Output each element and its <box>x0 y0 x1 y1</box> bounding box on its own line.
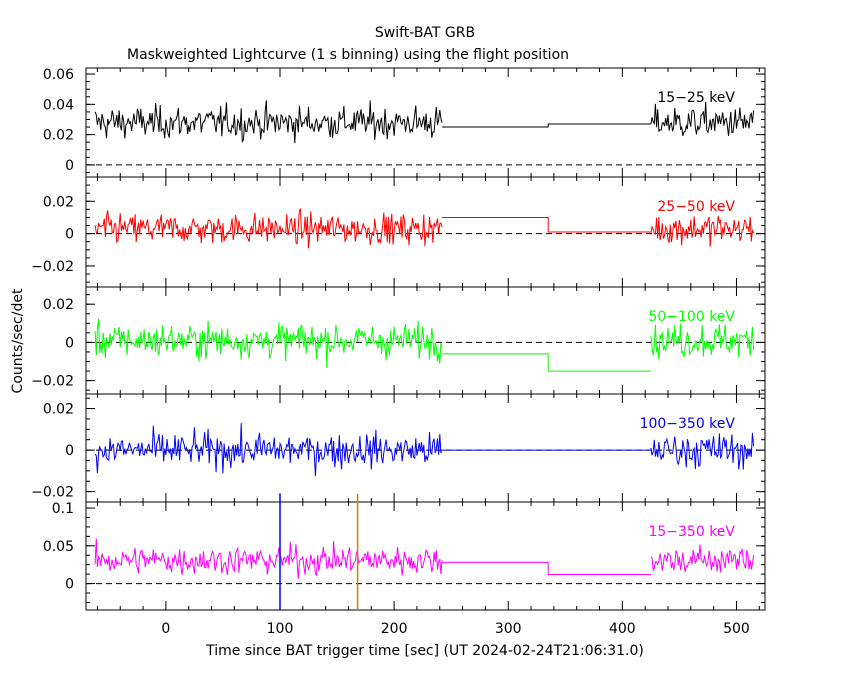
lightcurve-segment-early <box>94 208 443 249</box>
x-tick-label: 200 <box>381 621 408 637</box>
band-label: 15−350 keV <box>648 524 735 540</box>
x-tick-labels: 0 100 200 300 400 500 <box>161 621 749 637</box>
gap-step-line <box>442 123 651 128</box>
lightcurve-segment-late <box>650 101 755 137</box>
x-tick-label: 0 <box>161 621 170 637</box>
y-tick-label: 0 <box>65 227 74 243</box>
y-tick-label: −0.02 <box>31 259 74 275</box>
panel-100-350-kev: −0.02 0 0.02 100−350 keV <box>31 393 766 503</box>
band-label: 15−25 keV <box>657 90 735 106</box>
gap-step-line <box>442 216 651 233</box>
panels-layer: 0 0.02 0.04 0.06 15−25 keV −0.02 0 0.02 25−50 ke… <box>31 67 766 611</box>
x-tick-label: 500 <box>723 621 750 637</box>
band-label: 50−100 keV <box>648 309 735 325</box>
band-label: 25−50 keV <box>657 199 735 215</box>
lightcurve-segment-late <box>650 432 755 470</box>
x-axis-label: Time since BAT trigger time [sec] (UT 20… <box>205 643 644 659</box>
lightcurve-segment-early <box>94 423 443 477</box>
y-tick-label: 0.02 <box>43 402 74 418</box>
x-tick-label: 300 <box>495 621 522 637</box>
panel-15-350-kev: 0 0.05 0.1 15−350 keV <box>43 501 766 611</box>
y-tick-label: 0.04 <box>43 97 74 113</box>
y-tick-label: 0.02 <box>43 128 74 144</box>
y-tick-label: 0.02 <box>43 194 74 210</box>
lightcurve-segment-early <box>94 538 443 579</box>
lightcurve-segment-early <box>94 318 443 368</box>
y-tick-label: 0.02 <box>43 297 74 313</box>
y-tick-label: −0.02 <box>31 374 74 390</box>
y-tick-label: 0.05 <box>43 539 74 555</box>
x-tick-label: 400 <box>609 621 636 637</box>
panel-frame <box>85 501 766 611</box>
chart-title: Swift-BAT GRB <box>375 25 475 41</box>
gap-step-line <box>442 353 651 372</box>
band-label: 100−350 keV <box>640 416 736 432</box>
y-tick-label: −0.02 <box>31 485 74 501</box>
panel-25-50-kev: −0.02 0 0.02 25−50 keV <box>31 176 766 288</box>
y-tick-label: 0 <box>65 335 74 351</box>
y-tick-label: 0 <box>65 577 74 593</box>
panel-50-100-kev: −0.02 0 0.02 50−100 keV <box>31 286 766 395</box>
lightcurve-segment-early <box>94 100 443 144</box>
chart-subtitle: Maskweighted Lightcurve (1 s binning) us… <box>127 47 569 63</box>
gap-step-line <box>442 561 651 576</box>
y-tick-label: 0.06 <box>43 67 74 83</box>
lightcurve-segment-late <box>650 216 755 247</box>
x-tick-label: 100 <box>267 621 294 637</box>
y-tick-label: 0 <box>65 443 74 459</box>
panel-frame <box>85 393 766 503</box>
lightcurve-segment-late <box>650 544 755 573</box>
y-tick-label: 0 <box>65 158 74 174</box>
lightcurve-segment-late <box>650 323 755 360</box>
y-axis-label: Counts/sec/det <box>10 288 26 393</box>
panel-15-25-kev: 0 0.02 0.04 0.06 15−25 keV <box>43 67 766 178</box>
y-tick-label: 0.1 <box>52 501 74 517</box>
